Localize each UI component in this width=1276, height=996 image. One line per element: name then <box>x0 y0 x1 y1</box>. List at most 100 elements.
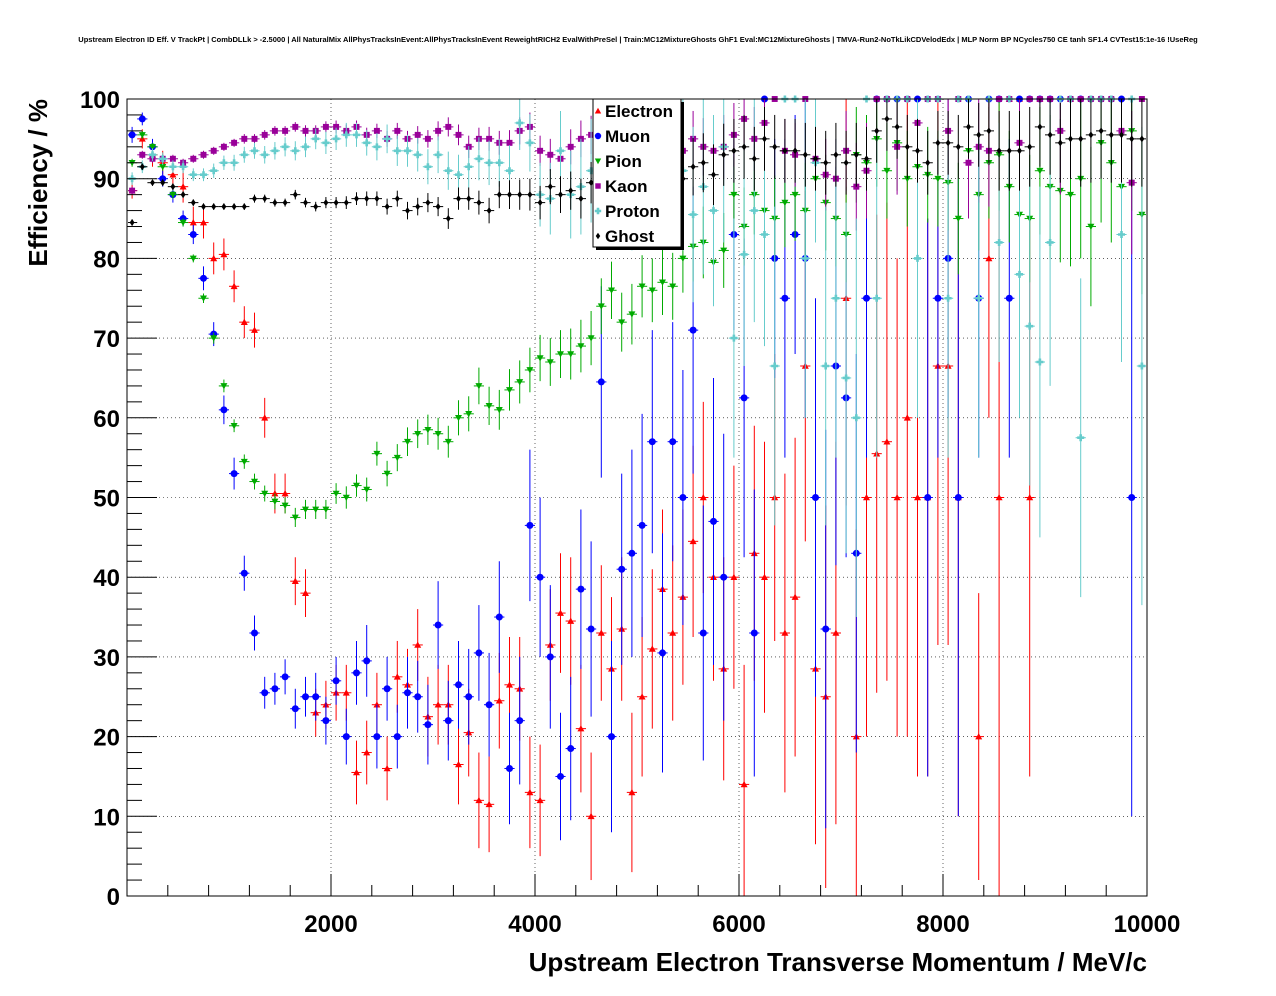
pion-point <box>444 438 452 446</box>
ghost-point <box>588 179 594 187</box>
kaon-point <box>241 135 248 142</box>
pion-point <box>281 502 289 509</box>
proton-point <box>261 151 269 159</box>
electron-point <box>536 796 544 804</box>
y-tick-label: 60 <box>93 406 120 433</box>
ghost-point <box>496 191 502 199</box>
pion-point <box>465 411 473 418</box>
x-tick-label: 6000 <box>712 911 765 938</box>
ghost-point <box>170 183 176 191</box>
pion-point <box>383 470 391 478</box>
muon-point <box>536 573 544 581</box>
kaon-point <box>455 131 462 138</box>
proton-point <box>506 167 513 175</box>
muon-point <box>934 294 942 302</box>
pion-point <box>302 506 309 513</box>
kaon-point <box>445 123 452 130</box>
proton-point <box>852 414 860 422</box>
proton-point <box>159 155 167 163</box>
ghost-point <box>578 195 584 203</box>
y-tick-label: 20 <box>93 725 120 752</box>
pion-point <box>883 167 891 175</box>
ghost-point <box>252 195 257 203</box>
ghost-point <box>1098 127 1104 135</box>
legend-marker-pion <box>594 158 602 165</box>
electron-point <box>342 689 350 696</box>
muon-point <box>332 677 340 685</box>
electron-point <box>169 171 177 178</box>
legend-box <box>592 98 682 248</box>
muon-point <box>954 494 962 501</box>
y-tick-label: 100 <box>80 87 120 114</box>
proton-point <box>332 135 340 143</box>
proton-point <box>750 207 758 215</box>
proton-point <box>995 238 1003 246</box>
y-tick-label: 70 <box>93 326 120 353</box>
proton-point <box>200 171 207 179</box>
x-tick-label: 8000 <box>916 911 969 938</box>
proton-point <box>485 159 493 167</box>
pion-point <box>353 482 360 490</box>
ghost-point <box>303 199 308 207</box>
legend-marker-electron <box>594 107 602 114</box>
proton-point <box>404 147 411 155</box>
legend-label-proton: Proton <box>605 202 660 221</box>
pion-point <box>240 458 248 466</box>
proton-point <box>271 147 279 155</box>
ghost-point <box>435 203 441 211</box>
muon-point <box>638 521 646 529</box>
proton-point <box>944 294 952 302</box>
kaon-point <box>414 131 421 138</box>
muon-point <box>669 438 677 446</box>
pion-point <box>516 379 524 386</box>
proton-point <box>475 155 483 163</box>
muon-point <box>128 131 136 139</box>
electron-point <box>271 490 279 497</box>
ghost-point <box>966 123 971 131</box>
ghost-point <box>190 199 196 207</box>
ghost-point <box>711 171 716 179</box>
kaon-point <box>537 147 544 154</box>
legend-label-electron: Electron <box>605 102 673 121</box>
muon-point <box>434 621 442 629</box>
proton-point <box>240 151 248 159</box>
ghost-point <box>558 191 563 199</box>
proton-point <box>1138 362 1146 370</box>
pion-point <box>618 319 626 326</box>
ghost-point <box>292 191 298 199</box>
kaon-point <box>210 147 217 154</box>
muon-point <box>393 733 401 741</box>
pion-point <box>587 335 595 342</box>
ghost-point <box>1108 131 1114 139</box>
legend-marker-ghost <box>595 232 601 240</box>
pion-point <box>149 144 156 151</box>
kaon-point <box>139 151 146 158</box>
electron-point <box>1026 494 1034 501</box>
ghost-point <box>782 147 788 155</box>
pion-point <box>179 219 187 227</box>
proton-point <box>302 143 309 151</box>
series-ghost <box>128 99 1146 229</box>
proton-point <box>822 362 830 370</box>
muon-point <box>587 625 595 633</box>
pion-point <box>424 426 432 434</box>
muon-point <box>261 689 269 697</box>
ghost-point <box>874 127 880 135</box>
electron-point <box>791 593 799 600</box>
electron-point <box>455 760 462 768</box>
ghost-point <box>904 143 910 151</box>
pion-point <box>271 498 279 505</box>
kaon-point <box>302 127 309 134</box>
muon-point <box>679 494 687 501</box>
muon-point <box>189 230 197 238</box>
proton-point <box>801 254 809 262</box>
electron-point <box>220 250 228 258</box>
muon-point <box>240 569 248 577</box>
proton-point <box>1036 358 1044 366</box>
pion-point <box>230 422 238 430</box>
muon-point <box>567 745 575 753</box>
y-tick-label: 10 <box>93 804 120 831</box>
kaon-point <box>486 135 493 142</box>
grid-lines <box>127 99 1147 896</box>
proton-point <box>1118 230 1125 238</box>
